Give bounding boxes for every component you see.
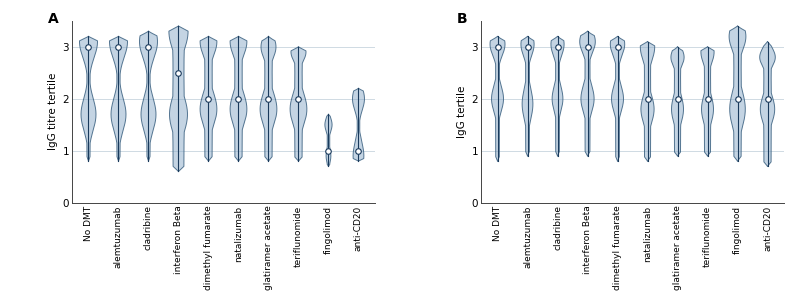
Point: [172, 70, 185, 75]
Point: [611, 44, 624, 49]
Point: [232, 96, 245, 101]
Point: [112, 44, 125, 49]
Point: [551, 44, 564, 49]
Point: [731, 96, 744, 101]
Y-axis label: IgG titre tertile: IgG titre tertile: [49, 73, 58, 150]
Point: [322, 148, 335, 153]
Point: [352, 148, 365, 153]
Point: [292, 96, 305, 101]
Point: [142, 44, 155, 49]
Point: [202, 96, 215, 101]
Point: [491, 44, 504, 49]
Text: A: A: [48, 12, 58, 26]
Point: [761, 96, 774, 101]
Point: [701, 96, 714, 101]
Point: [641, 96, 654, 101]
Text: B: B: [457, 12, 467, 26]
Point: [521, 44, 534, 49]
Point: [581, 44, 594, 49]
Point: [262, 96, 275, 101]
Point: [82, 44, 95, 49]
Point: [671, 96, 684, 101]
Y-axis label: IgG tertile: IgG tertile: [458, 86, 467, 138]
